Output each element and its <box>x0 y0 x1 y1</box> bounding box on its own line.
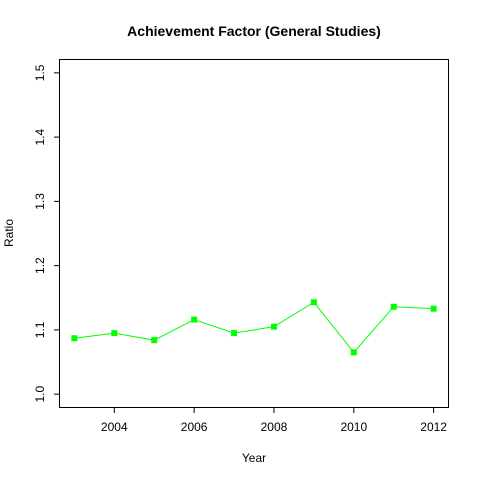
series-line <box>74 301 434 354</box>
x-tick-label: 2012 <box>420 420 447 434</box>
x-tick-label: 2008 <box>261 420 288 434</box>
data-point <box>111 330 118 337</box>
x-axis: 2004 2006 2008 2010 2012 <box>101 407 447 434</box>
y-tick-label: 1.3 <box>33 193 47 210</box>
y-axis: 1.0 1.1 1.2 1.3 1.4 1.5 <box>33 64 60 402</box>
y-tick-label: 1.0 <box>33 385 47 402</box>
data-point <box>191 316 198 323</box>
data-point <box>151 337 158 344</box>
x-axis-label: Year <box>242 451 266 465</box>
data-point <box>270 323 277 330</box>
chart-title: Achievement Factor (General Studies) <box>127 23 381 39</box>
y-tick-label: 1.2 <box>33 257 47 274</box>
x-tick-label: 2010 <box>340 420 367 434</box>
data-point <box>231 330 238 337</box>
data-point <box>390 303 397 310</box>
series-layer <box>71 299 437 356</box>
data-point <box>350 349 357 356</box>
x-tick-label: 2006 <box>181 420 208 434</box>
y-axis-label: Ratio <box>2 219 16 247</box>
y-tick-label: 1.5 <box>33 64 47 81</box>
x-tick-label: 2004 <box>101 420 128 434</box>
data-point <box>430 305 437 312</box>
data-point <box>71 335 78 342</box>
plot-frame <box>59 59 449 408</box>
y-tick-label: 1.1 <box>33 321 47 338</box>
data-point <box>310 299 317 306</box>
y-tick-label: 1.4 <box>33 128 47 145</box>
